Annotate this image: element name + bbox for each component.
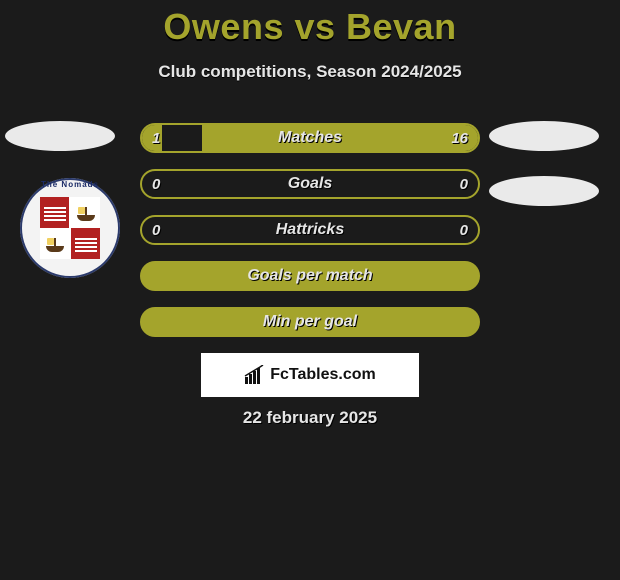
- comparison-bars: 1 16 Matches 0 0 Goals 0 0 Hattricks Goals per ma…: [140, 123, 480, 353]
- bar-value-left: 0: [152, 171, 160, 197]
- brand-text: FcTables.com: [270, 366, 376, 384]
- bar-value-right: 16: [451, 125, 468, 151]
- bar-label: Goals per match: [247, 267, 372, 285]
- crest-shield: [40, 197, 100, 259]
- right-team-badge-placeholder-2: [489, 176, 599, 206]
- bar-label: Goals: [288, 175, 332, 193]
- crest-ring-text: The Nomads: [20, 180, 120, 189]
- date-stamp: 22 february 2025: [0, 408, 620, 428]
- page-subtitle: Club competitions, Season 2024/2025: [0, 62, 620, 82]
- left-team-crest: The Nomads: [20, 178, 120, 278]
- bar-gpm: Goals per match: [140, 261, 480, 291]
- bar-hat: 0 0 Hattricks: [140, 215, 480, 245]
- bar-label: Hattricks: [276, 221, 344, 239]
- bar-label: Matches: [278, 129, 342, 147]
- brand-chart-icon: [244, 365, 264, 385]
- bar-mpg: Min per goal: [140, 307, 480, 337]
- bar-value-left: 0: [152, 217, 160, 243]
- bar-label: Min per goal: [263, 313, 357, 331]
- bar-matches: 1 16 Matches: [140, 123, 480, 153]
- brand-box[interactable]: FcTables.com: [201, 353, 419, 397]
- page-title: Owens vs Bevan: [0, 0, 620, 48]
- bar-value-left: 1: [152, 125, 160, 151]
- bar-value-right: 0: [460, 217, 468, 243]
- bar-value-right: 0: [460, 171, 468, 197]
- right-team-badge-placeholder-1: [489, 121, 599, 151]
- left-team-badge-placeholder: [5, 121, 115, 151]
- bar-goals: 0 0 Goals: [140, 169, 480, 199]
